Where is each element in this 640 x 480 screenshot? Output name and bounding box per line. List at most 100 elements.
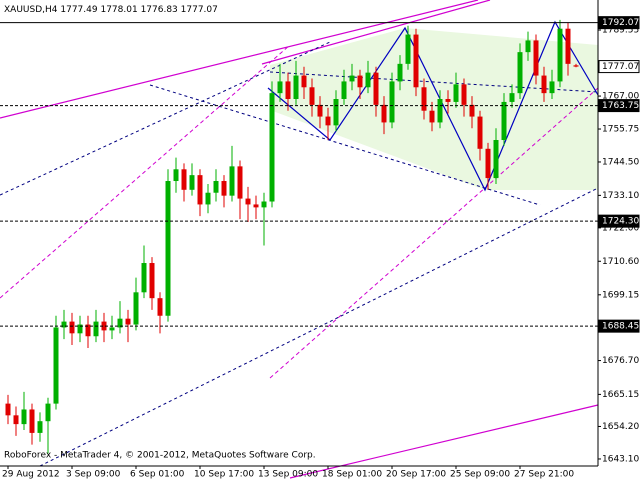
candle-body — [109, 327, 115, 331]
candle-body — [13, 415, 19, 425]
candle-body — [157, 298, 163, 316]
candle-body — [229, 166, 235, 196]
candle-body — [309, 87, 315, 105]
candle-body — [125, 318, 131, 325]
level-box — [598, 60, 640, 74]
candle-body — [29, 409, 35, 433]
candle-body — [317, 104, 323, 117]
x-tick-label: 27 Sep 21:00 — [514, 470, 574, 480]
trend-line — [261, 0, 491, 65]
x-tick-label: 6 Sep 01:00 — [130, 470, 185, 480]
candle-body — [269, 93, 275, 202]
candle-body — [69, 321, 75, 334]
candle-body — [101, 321, 107, 331]
candle-body — [373, 72, 379, 105]
symbol: XAUUSD,H4 — [4, 5, 58, 15]
candle-body — [365, 72, 371, 88]
y-tick-label: 1654.20 — [602, 422, 639, 432]
candle-body — [237, 166, 243, 199]
x-tick-label: 13 Sep 09:00 — [258, 470, 318, 480]
candle-body — [573, 65, 579, 67]
candle-body — [429, 110, 435, 123]
candle-body — [165, 181, 171, 316]
level-label: 1763.75 — [602, 101, 639, 111]
candle-body — [141, 263, 147, 293]
candle-body — [205, 192, 211, 205]
candle-body — [61, 321, 67, 328]
candle-body — [325, 116, 331, 126]
candle-body — [549, 81, 555, 94]
candle-body — [301, 75, 307, 88]
y-tick-label: 1755.75 — [602, 125, 639, 135]
level-label: 1792.07 — [602, 18, 639, 28]
candle-body — [213, 181, 219, 193]
level-label: 1688.45 — [602, 322, 639, 332]
candle-body — [485, 148, 491, 179]
candle-body — [381, 104, 387, 123]
level-box — [598, 214, 640, 228]
y-tick-label: 1665.15 — [602, 390, 639, 400]
candle-body — [541, 75, 547, 94]
candle-body — [397, 63, 403, 82]
candle-body — [149, 263, 155, 299]
candle-body — [501, 101, 507, 141]
candle-body — [405, 34, 411, 64]
x-tick-label: 10 Sep 17:00 — [194, 470, 254, 480]
trend-line — [0, 0, 479, 119]
trend-line — [0, 41, 331, 196]
candle-body — [349, 75, 355, 82]
candle-body — [285, 81, 291, 99]
candle-body — [453, 84, 459, 102]
trend-line — [39, 187, 599, 467]
candle-body — [117, 318, 123, 328]
candle-body — [333, 98, 339, 126]
candle-body — [261, 201, 267, 208]
candle-body — [133, 292, 139, 325]
candle-body — [245, 198, 251, 205]
y-tick-label: 1676.70 — [602, 356, 639, 366]
level-label: 1777.07 — [602, 62, 639, 72]
candle-body — [277, 81, 283, 94]
x-tick-label: 20 Sep 17:00 — [386, 470, 446, 480]
trend-line — [269, 71, 599, 93]
y-tick-label: 1789.55 — [602, 26, 639, 36]
x-tick-label: 3 Sep 09:00 — [66, 470, 121, 480]
candle-body — [293, 75, 299, 99]
candle-body — [173, 169, 179, 182]
candle-body — [253, 204, 259, 208]
open: 1777.49 — [60, 5, 97, 15]
candle-body — [469, 104, 475, 117]
candle-body — [445, 98, 451, 102]
candle-body — [341, 81, 347, 99]
candle-body — [189, 175, 195, 190]
candle-body — [21, 409, 27, 425]
candle-body — [557, 28, 563, 82]
candle-body — [437, 98, 443, 123]
candle-body — [37, 421, 43, 433]
x-tick-label: 25 Sep 09:00 — [450, 470, 510, 480]
candle-body — [493, 140, 499, 179]
chart-header: XAUUSD,H4 1777.49 1778.01 1776.83 1777.0… — [4, 5, 218, 15]
y-tick-label: 1733.10 — [602, 191, 639, 201]
candle-body — [565, 28, 571, 64]
candle-body — [45, 403, 51, 422]
candle-body — [221, 181, 227, 196]
candle-body — [517, 52, 523, 94]
level-box — [598, 319, 640, 333]
candle-body — [53, 327, 59, 404]
level-box — [598, 16, 640, 30]
level-label: 1724.30 — [602, 217, 639, 227]
y-tick-label: 1767.00 — [602, 92, 639, 102]
candle-body — [413, 34, 419, 88]
level-box — [598, 99, 640, 113]
y-tick-label: 1744.50 — [602, 157, 639, 167]
y-tick-label: 1710.60 — [602, 257, 639, 267]
high: 1778.01 — [100, 5, 137, 15]
low: 1776.83 — [141, 5, 178, 15]
candle-body — [5, 403, 11, 416]
candle-body — [93, 321, 99, 337]
candle-body — [509, 93, 515, 102]
close: 1777.07 — [181, 5, 218, 15]
trend-line — [269, 87, 599, 379]
